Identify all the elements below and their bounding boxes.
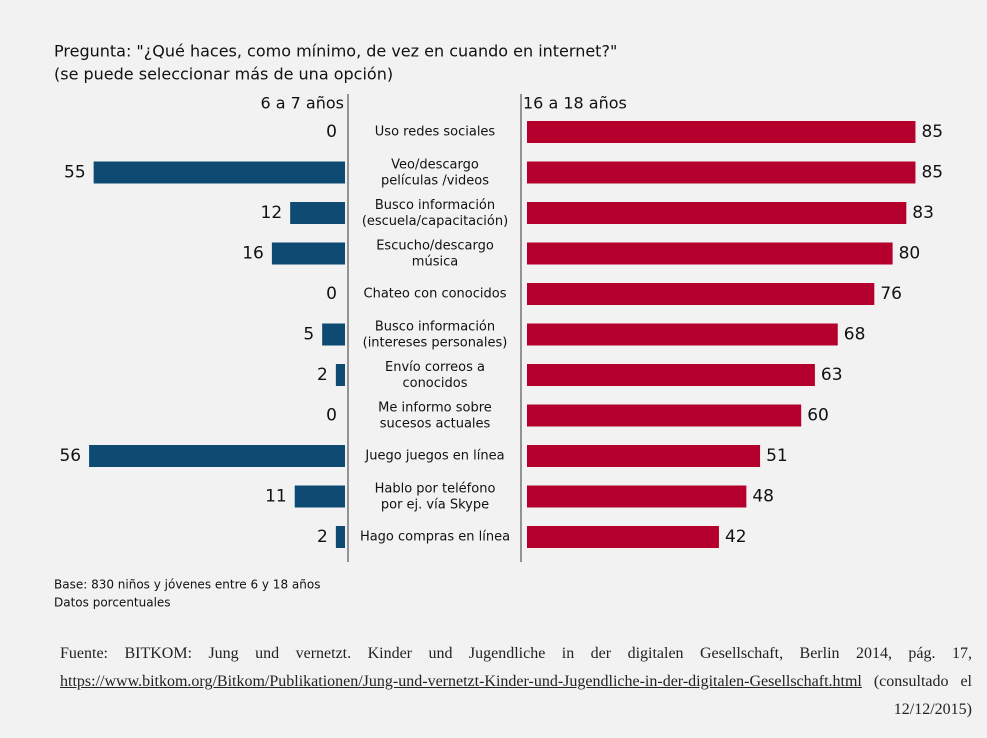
legend-right: 16 a 18 años [523,94,627,113]
bar [527,121,916,143]
value-label: 76 [880,284,902,304]
bar [89,445,345,467]
value-label: 42 [725,527,747,547]
category-label: Escucho/descargo música [376,238,494,269]
bar [527,161,916,184]
source: Fuente: BITKOM: Jung und vernetzt. Kinde… [60,640,972,724]
source-text: Fuente: BITKOM: Jung und vernetzt. Kinde… [60,645,972,662]
chart-subtitle: (se puede seleccionar más de una opción) [54,65,393,84]
bar [527,485,747,508]
category-label: Veo/descargo películas /videos [381,157,489,188]
bar [527,445,761,467]
bar [294,485,345,508]
value-label: 63 [821,365,843,385]
bar [335,526,345,548]
value-label: 48 [752,487,774,507]
value-label: 11 [265,487,287,507]
category-label: Busco información (intereses personales) [363,319,508,350]
value-label: 51 [766,446,788,466]
note: Datos porcentuales [54,596,171,610]
chart: Pregunta: "¿Qué haces, como mínimo, de v… [54,42,943,610]
bar [527,283,875,305]
bar [527,526,719,548]
category-label: Me informo sobre sucesos actuales [378,400,492,431]
value-label: 85 [921,163,943,183]
source-link[interactable]: https://www.bitkom.org/Bitkom/Publikatio… [60,673,862,690]
legend-left: 6 a 7 años [261,94,345,113]
value-label: 0 [326,284,337,304]
bar [527,364,815,386]
bar [527,202,907,224]
value-label: 60 [807,406,829,426]
bar [271,242,345,265]
bar [527,323,838,346]
value-label: 56 [59,446,81,466]
category-label: Hago compras en línea [360,530,510,545]
value-label: 68 [844,325,866,345]
value-label: 2 [317,527,328,547]
bar [527,404,802,427]
category-label: Juego juegos en línea [364,449,504,464]
bar [322,323,345,346]
bar [527,242,893,265]
category-label: Hablo por teléfono por ej. vía Skype [375,481,496,512]
bar [335,364,345,386]
bar [93,161,346,184]
source-suffix: (consultado el 12/12/2015) [873,673,972,718]
category-label: Chateo con conocidos [364,287,507,302]
value-label: 12 [261,203,283,223]
category-label: Envío correos a conocidos [385,360,485,391]
value-label: 5 [303,325,314,345]
value-label: 55 [64,163,86,183]
chart-title: Pregunta: "¿Qué haces, como mínimo, de v… [54,42,617,61]
value-label: 0 [326,406,337,426]
category-label: Busco información (escuela/capacitación) [362,198,508,229]
note: Base: 830 niños y jóvenes entre 6 y 18 a… [54,578,320,592]
value-label: 85 [921,122,943,142]
value-label: 16 [242,244,264,264]
value-label: 83 [912,203,934,223]
category-label: Uso redes sociales [375,125,496,140]
value-label: 2 [317,365,328,385]
value-label: 80 [899,244,921,264]
bar [290,202,345,224]
value-label: 0 [326,122,337,142]
